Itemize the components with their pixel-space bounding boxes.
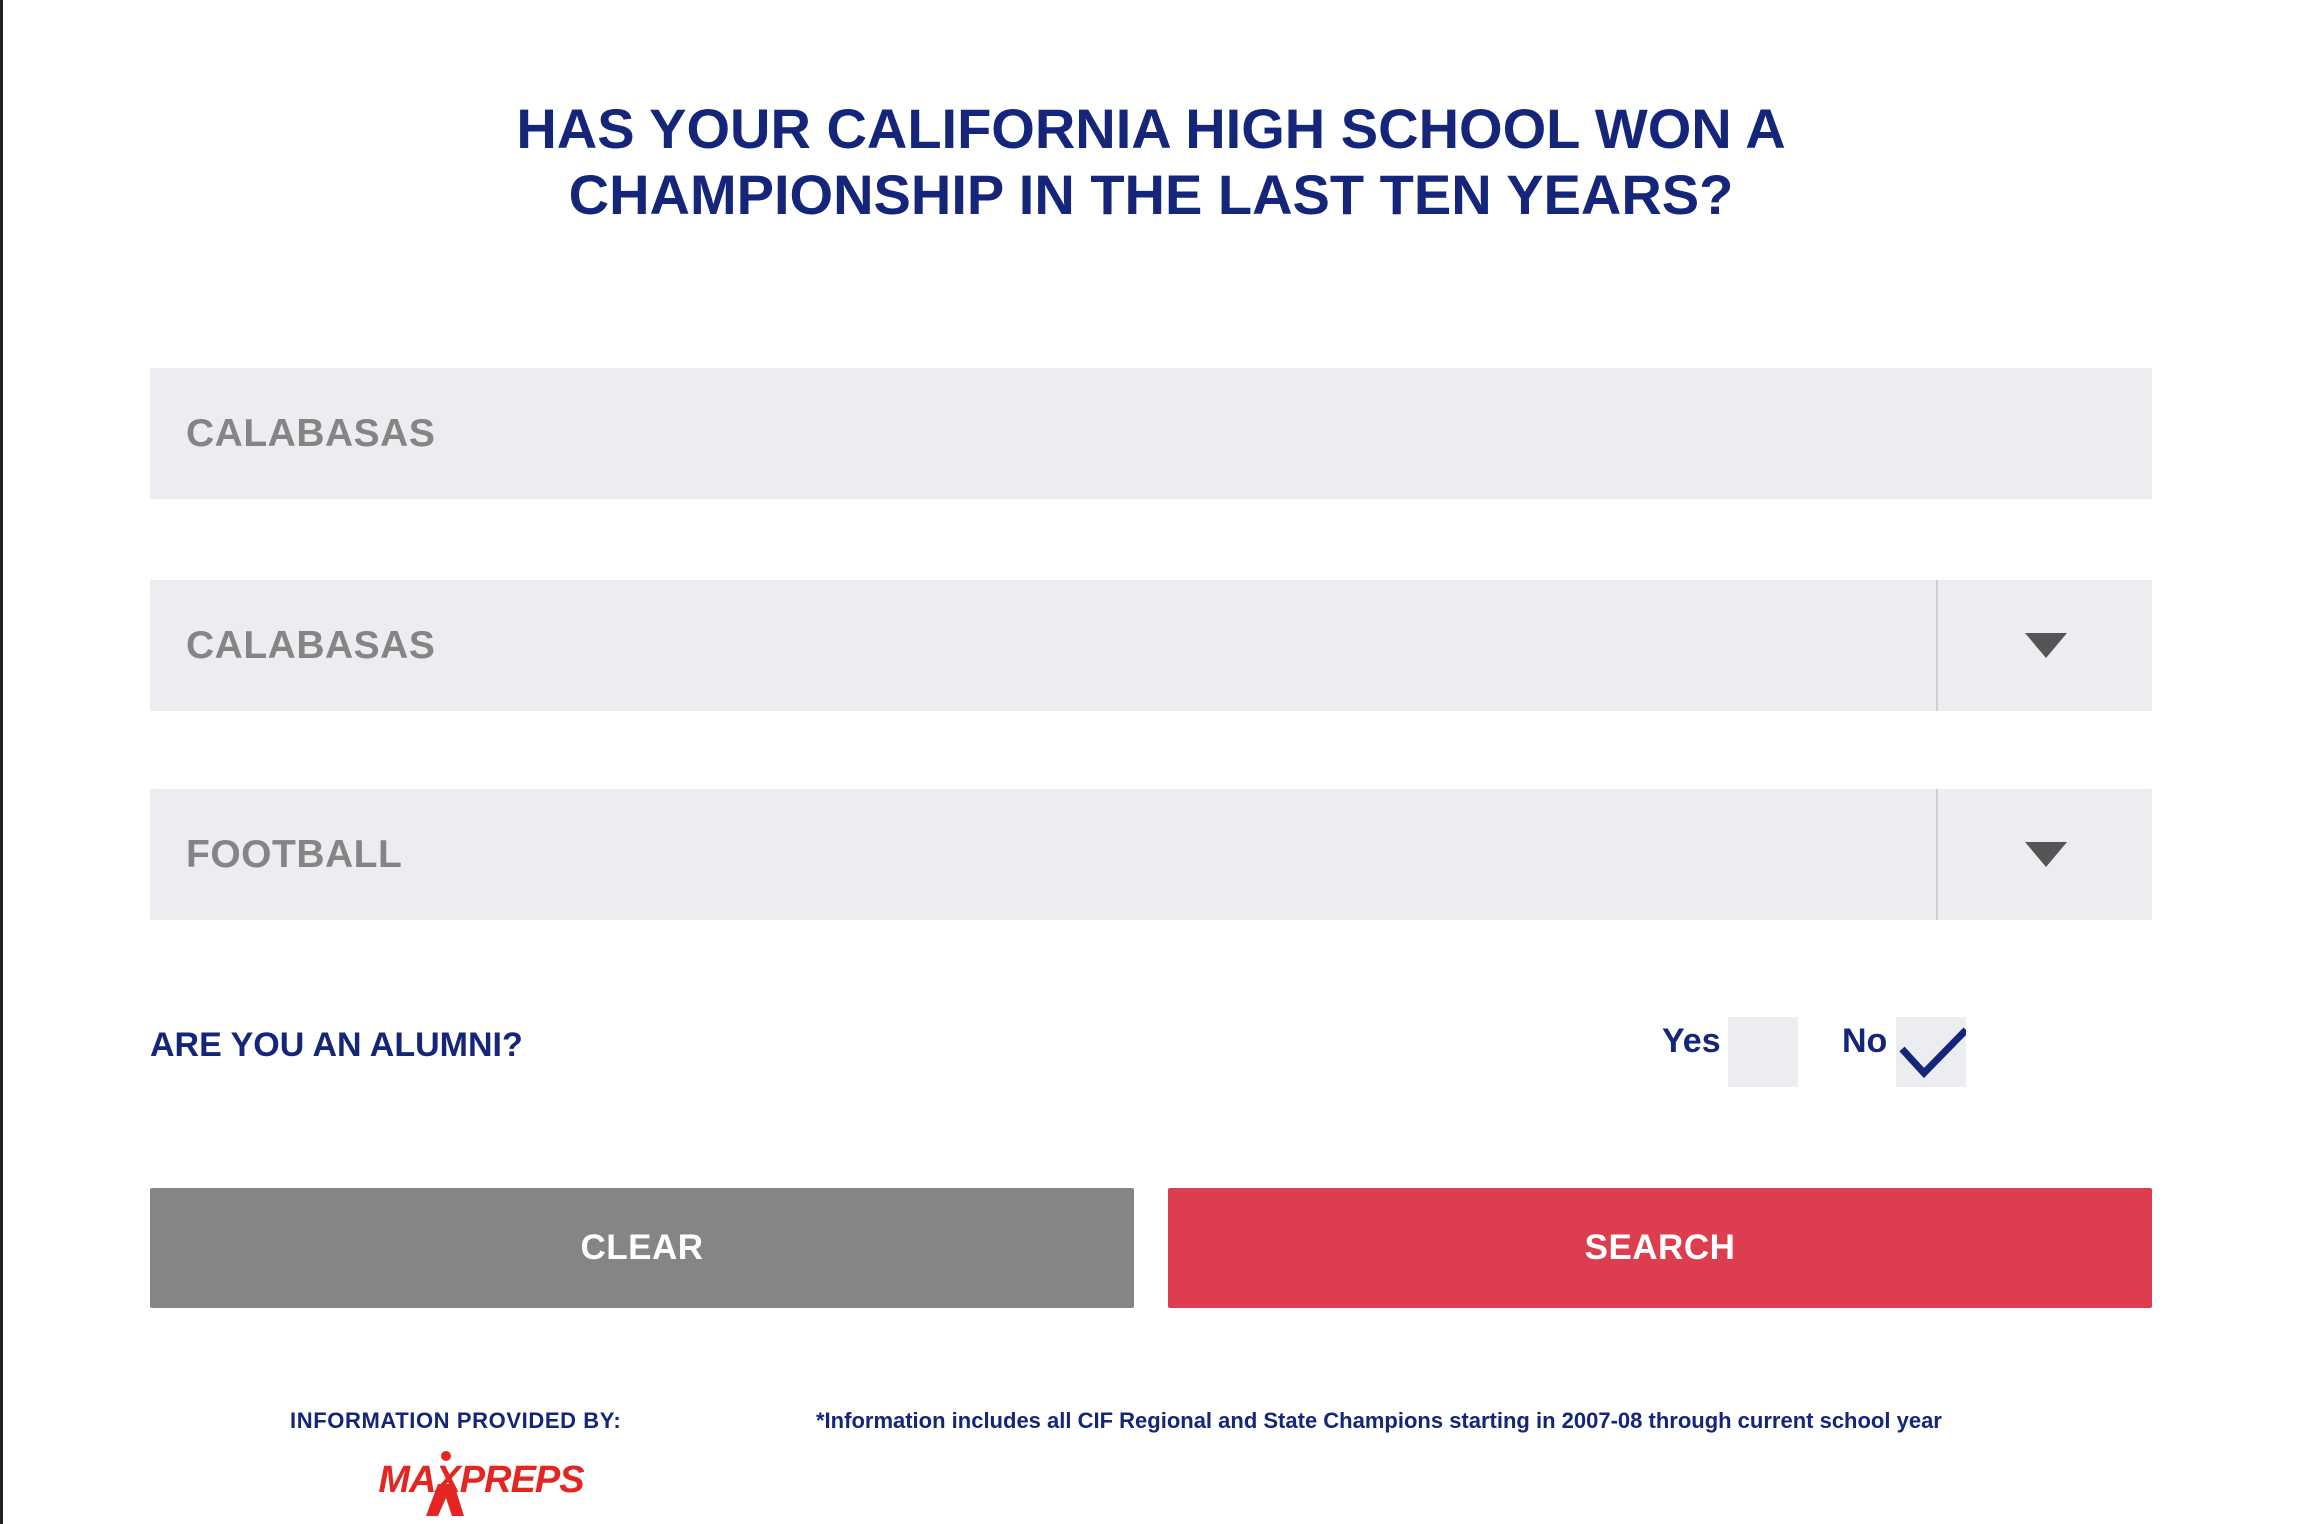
dropdown-divider — [1936, 789, 1938, 920]
maxpreps-logo: MAXPREPS — [378, 1451, 585, 1516]
sport-dropdown-toggle[interactable] — [1938, 789, 2152, 920]
alumni-yes-checkbox[interactable] — [1728, 1017, 1798, 1087]
page-border — [0, 0, 3, 1524]
alumni-no-label: No — [1842, 1022, 1888, 1060]
city-select-value: CALABASAS — [186, 624, 436, 667]
page-title: HAS YOUR CALIFORNIA HIGH SCHOOL WON A CH… — [0, 96, 2302, 228]
checkmark-icon — [1899, 1027, 1966, 1079]
page-title-line-1: HAS YOUR CALIFORNIA HIGH SCHOOL WON A — [516, 97, 1786, 160]
school-field[interactable] — [150, 368, 2152, 499]
sport-select-value: FOOTBALL — [186, 833, 403, 876]
clear-button[interactable]: CLEAR — [150, 1188, 1134, 1308]
triangle-down-icon — [2025, 633, 2067, 658]
sport-select[interactable]: FOOTBALL — [150, 789, 2152, 920]
dropdown-divider — [1936, 580, 1938, 711]
city-select[interactable]: CALABASAS — [150, 580, 2152, 711]
svg-text:MAXPREPS: MAXPREPS — [378, 1459, 584, 1501]
search-button[interactable]: SEARCH — [1168, 1188, 2152, 1308]
city-dropdown-toggle[interactable] — [1938, 580, 2152, 711]
alumni-no-checkbox[interactable] — [1896, 1017, 1966, 1087]
page-title-line-2: CHAMPIONSHIP IN THE LAST TEN YEARS? — [568, 163, 1734, 226]
provided-by-label: INFORMATION PROVIDED BY: — [290, 1408, 622, 1433]
school-input[interactable] — [186, 368, 2086, 499]
triangle-down-icon — [2025, 842, 2067, 867]
alumni-yes-label: Yes — [1662, 1022, 1721, 1060]
alumni-question: ARE YOU AN ALUMNI? — [150, 1026, 523, 1064]
footnote: *Information includes all CIF Regional a… — [816, 1408, 1942, 1433]
